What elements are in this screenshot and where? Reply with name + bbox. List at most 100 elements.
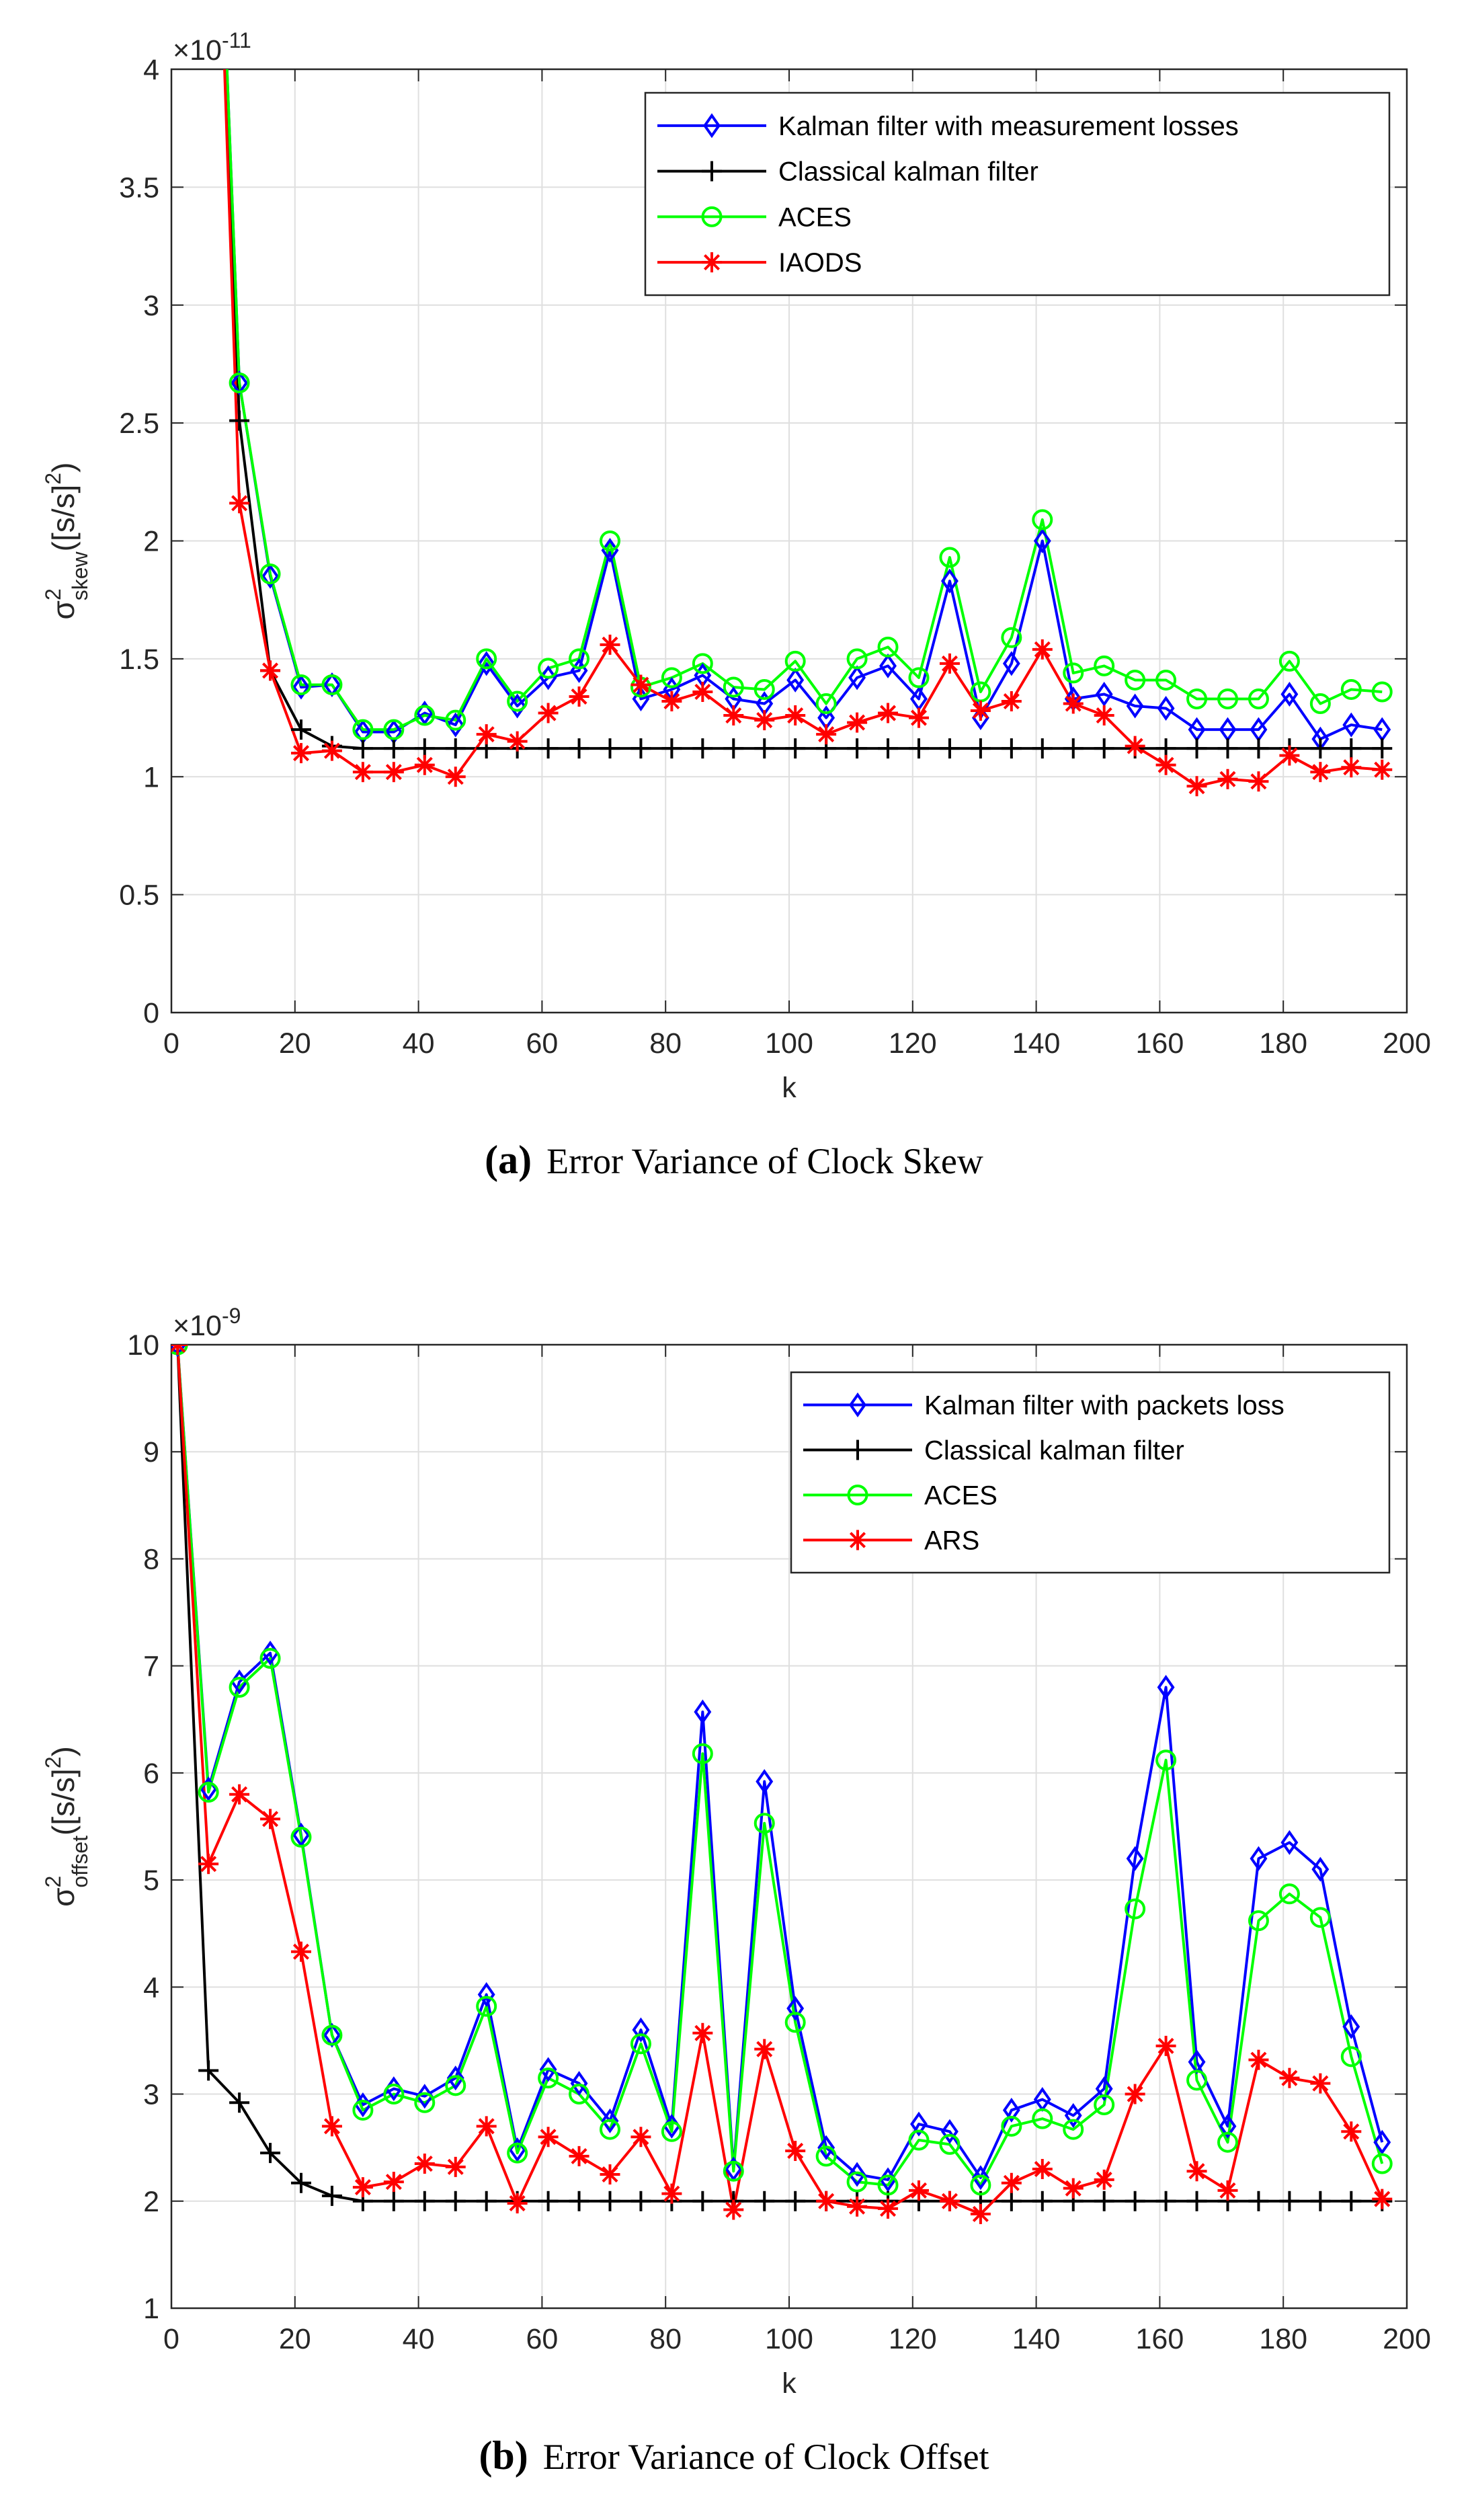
marker	[908, 2129, 930, 2151]
marker	[848, 665, 866, 691]
marker	[1248, 2191, 1269, 2211]
marker	[970, 701, 991, 721]
marker	[539, 2057, 557, 2082]
marker	[1157, 1675, 1175, 1700]
marker	[261, 563, 279, 589]
marker	[352, 738, 373, 759]
marker	[507, 2193, 528, 2213]
legend-label: ARS	[924, 1526, 979, 1556]
marker	[878, 738, 899, 759]
marker	[1094, 705, 1114, 726]
marker	[1125, 2084, 1145, 2104]
marker	[229, 2092, 250, 2113]
marker	[1186, 2161, 1207, 2182]
marker	[785, 2140, 806, 2161]
legend-label: ACES	[924, 1481, 997, 1511]
marker	[538, 2127, 559, 2148]
marker	[476, 1996, 497, 2017]
marker	[538, 658, 559, 679]
marker	[630, 674, 651, 695]
y-axis-label-part: )	[46, 463, 81, 473]
marker	[1155, 2191, 1176, 2211]
y-tick-label: 3.5	[119, 171, 159, 204]
y-tick-label: 2.5	[119, 407, 159, 440]
axes-box	[170, 68, 1408, 1014]
legend-marker	[702, 161, 722, 182]
y-axis-label-part: 2	[41, 1876, 65, 1888]
marker	[1064, 2102, 1082, 2128]
marker	[1372, 2189, 1393, 2209]
marker	[600, 2164, 620, 2184]
marker	[940, 568, 959, 594]
y-tick-label: 0.5	[119, 879, 159, 912]
y-tick-label: 1	[143, 2293, 159, 2325]
marker	[692, 681, 713, 702]
marker	[848, 2162, 866, 2187]
marker	[539, 665, 557, 691]
x-tick-label: 160	[1136, 1027, 1184, 1060]
marker	[600, 2191, 620, 2211]
marker	[1280, 1829, 1299, 1855]
marker	[754, 738, 775, 759]
marker	[383, 738, 404, 759]
marker	[1217, 2131, 1238, 2153]
series-layer	[223, 69, 1393, 797]
marker	[1186, 776, 1207, 797]
marker	[1310, 738, 1331, 759]
marker	[1032, 2159, 1053, 2180]
marker	[321, 740, 342, 761]
marker	[1001, 2172, 1022, 2193]
marker	[352, 719, 374, 740]
marker	[1186, 738, 1207, 759]
marker	[507, 691, 528, 712]
marker	[476, 648, 497, 670]
marker	[321, 2116, 342, 2137]
y-tick-label: 9	[143, 1436, 159, 1468]
y-tick-label: 1.5	[119, 643, 159, 676]
marker	[846, 648, 868, 670]
marker	[198, 1782, 219, 1803]
marker	[1063, 2178, 1084, 2199]
marker	[570, 2071, 588, 2096]
marker	[569, 648, 590, 670]
marker	[1280, 682, 1299, 707]
marker	[692, 653, 713, 674]
marker	[383, 2191, 404, 2211]
marker	[1248, 1910, 1269, 1932]
marker	[569, 2191, 589, 2211]
marker	[1311, 1856, 1330, 1882]
marker	[1248, 688, 1269, 710]
marker	[1001, 691, 1022, 712]
legend-box	[644, 91, 1391, 297]
marker	[1341, 738, 1362, 759]
marker	[1001, 2191, 1022, 2211]
marker	[352, 2099, 374, 2121]
legend-marker	[702, 252, 722, 273]
y-axis-label: σ2 offset([s/s]2)	[41, 1746, 92, 1907]
x-tick-label: 180	[1259, 1027, 1307, 1060]
x-tick-label: 100	[765, 2323, 813, 2355]
marker	[753, 678, 775, 700]
legend-marker	[848, 1530, 868, 1550]
marker	[1126, 1846, 1144, 1871]
marker	[229, 1677, 250, 1698]
marker	[970, 2174, 991, 2196]
marker	[630, 738, 651, 759]
axes-box	[170, 1343, 1408, 2310]
y-axis-label-part: 2	[41, 1756, 65, 1768]
marker	[445, 2156, 466, 2177]
marker	[1342, 712, 1360, 738]
marker	[785, 738, 806, 759]
marker	[1125, 736, 1145, 756]
marker	[1309, 1907, 1331, 1928]
marker	[1186, 688, 1208, 710]
marker	[1002, 651, 1020, 676]
y-axis-label-part: 2	[41, 473, 65, 485]
marker	[692, 2191, 713, 2211]
marker	[1341, 2191, 1362, 2211]
x-tick-label: 100	[765, 1027, 813, 1060]
marker	[1155, 754, 1176, 775]
marker	[908, 667, 930, 688]
series-layer	[171, 1345, 1393, 2224]
marker	[1371, 2153, 1393, 2174]
